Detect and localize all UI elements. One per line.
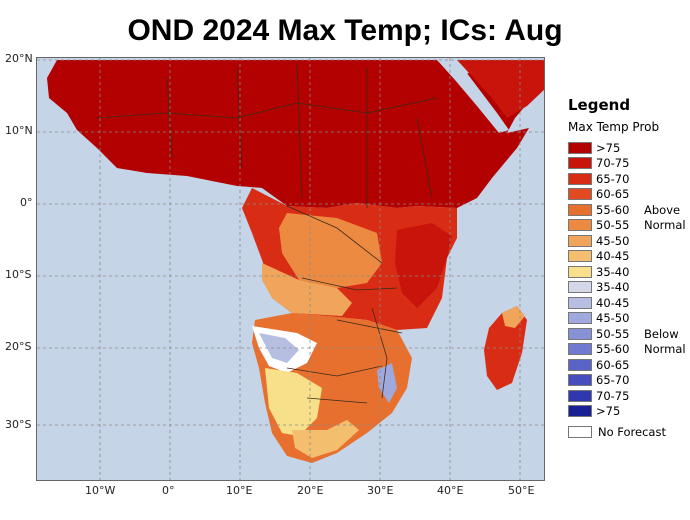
legend-row-label: 40-45 [596, 295, 630, 310]
legend-swatch [568, 172, 592, 185]
legend-row-label: >75 [596, 140, 621, 155]
lon-label-50e: 50°E [508, 484, 535, 497]
lat-label-0: 0° [20, 196, 33, 209]
madagascar-north [502, 306, 525, 328]
legend-row-label: 35-40 [596, 264, 630, 279]
legend-row-label: 55-60 [596, 342, 630, 357]
lon-label-10w: 10°W [85, 484, 116, 497]
legend: Legend Max Temp Prob >75 70-75 65-70 60-65 5… [568, 96, 688, 419]
legend-swatch [568, 281, 592, 294]
legend-row: >75 [568, 140, 688, 156]
legend-row-note: Below [644, 326, 679, 341]
legend-row-label: 45-50 [596, 233, 630, 248]
legend-swatch [568, 265, 592, 278]
legend-row-note: Normal [644, 342, 686, 357]
legend-row: 70-75 [568, 388, 688, 404]
legend-swatch [568, 358, 592, 371]
lon-label-40e: 40°E [437, 484, 464, 497]
lat-label-30s: 30°S [5, 418, 32, 431]
north-africa-region [47, 60, 544, 208]
legend-row: >75 [568, 404, 688, 420]
legend-row: 55-60 Above [568, 202, 688, 218]
legend-swatch [568, 374, 592, 387]
legend-row-label: 60-65 [596, 187, 630, 202]
legend-row-label: 40-45 [596, 249, 630, 264]
lon-label-10e: 10°E [226, 484, 253, 497]
no-forecast-swatch [568, 426, 592, 438]
legend-swatch [568, 250, 592, 263]
legend-swatch [568, 312, 592, 325]
country-borders [96, 62, 438, 404]
legend-row: 35-40 [568, 264, 688, 280]
east-africa-region [395, 223, 452, 308]
legend-swatch [568, 203, 592, 216]
legend-row-label: 65-70 [596, 373, 630, 388]
legend-swatch [568, 157, 592, 170]
legend-swatch [568, 327, 592, 340]
legend-row: 40-45 [568, 249, 688, 265]
legend-row: 60-65 [568, 187, 688, 203]
legend-swatch [568, 389, 592, 402]
legend-title: Legend [568, 96, 631, 114]
map-svg [37, 58, 544, 480]
legend-row-label: 45-50 [596, 311, 630, 326]
legend-row: 50-55 Below [568, 326, 688, 342]
legend-row-note: Above [644, 202, 681, 217]
legend-row-label: 55-60 [596, 202, 630, 217]
legend-row-label: 70-75 [596, 388, 630, 403]
legend-row: 45-50 [568, 233, 688, 249]
legend-row-label: 50-55 [596, 326, 630, 341]
legend-row: 65-70 [568, 171, 688, 187]
lon-label-30e: 30°E [367, 484, 394, 497]
south-africa-light [292, 420, 359, 458]
legend-row: 35-40 [568, 280, 688, 296]
legend-swatch [568, 405, 592, 418]
legend-row-label: 70-75 [596, 156, 630, 171]
legend-row-label: 60-65 [596, 357, 630, 372]
gulf-of-guinea [147, 173, 262, 228]
legend-row-note: Normal [644, 218, 686, 233]
legend-row: 65-70 [568, 373, 688, 389]
legend-swatch [568, 343, 592, 356]
legend-swatch [568, 296, 592, 309]
legend-row-label: 35-40 [596, 280, 630, 295]
legend-row: 45-50 [568, 311, 688, 327]
red-sea [437, 60, 509, 133]
legend-row-label: 65-70 [596, 171, 630, 186]
mozambique-blue [377, 363, 397, 403]
forecast-map [36, 57, 545, 481]
lon-label-0: 0° [162, 484, 175, 497]
lat-label-20n: 20°N [5, 52, 33, 65]
map-title: OND 2024 Max Temp; ICs: Aug [127, 14, 563, 47]
legend-swatch [568, 141, 592, 154]
lon-label-20e: 20°E [297, 484, 324, 497]
graticule [37, 58, 544, 480]
legend-row: 55-60 Normal [568, 342, 688, 358]
lat-label-20s: 20°S [5, 340, 32, 353]
no-forecast-label: No Forecast [598, 425, 666, 439]
lat-label-10n: 10°N [5, 124, 33, 137]
legend-subtitle: Max Temp Prob [568, 120, 660, 134]
arabia [457, 60, 544, 118]
legend-swatch [568, 234, 592, 247]
legend-row-label: >75 [596, 404, 621, 419]
kalahari-light [265, 368, 322, 436]
legend-row: 50-55 Normal [568, 218, 688, 234]
legend-row: 40-45 [568, 295, 688, 311]
legend-swatch [568, 219, 592, 232]
legend-row: 70-75 [568, 156, 688, 172]
legend-row-label: 50-55 [596, 218, 630, 233]
legend-rows: >75 70-75 65-70 60-65 55-60 Above 50-55 Normal 4… [568, 140, 688, 419]
no-forecast-legend: No Forecast [568, 425, 666, 439]
congo-basin [279, 213, 382, 288]
legend-swatch [568, 188, 592, 201]
legend-row: 60-65 [568, 357, 688, 373]
lat-label-10s: 10°S [5, 268, 32, 281]
